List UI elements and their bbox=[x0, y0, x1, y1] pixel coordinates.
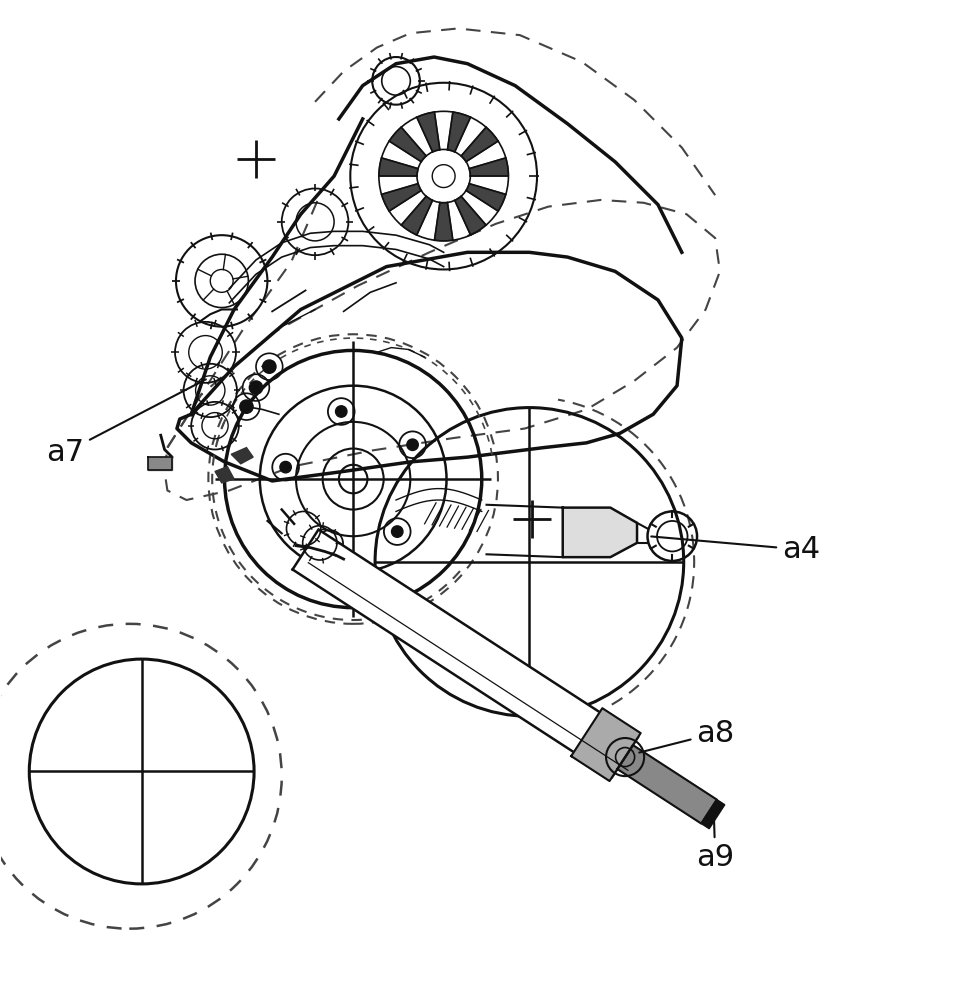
Polygon shape bbox=[381, 184, 421, 211]
Circle shape bbox=[239, 400, 253, 413]
Polygon shape bbox=[617, 745, 716, 824]
Polygon shape bbox=[562, 508, 637, 557]
Circle shape bbox=[406, 439, 417, 450]
Text: a9: a9 bbox=[696, 812, 734, 872]
Circle shape bbox=[262, 360, 275, 373]
Polygon shape bbox=[149, 457, 172, 470]
Polygon shape bbox=[469, 158, 508, 176]
Polygon shape bbox=[455, 196, 486, 235]
Polygon shape bbox=[416, 112, 439, 152]
Circle shape bbox=[335, 406, 347, 417]
Polygon shape bbox=[700, 800, 724, 829]
Polygon shape bbox=[378, 158, 417, 176]
Polygon shape bbox=[460, 127, 497, 162]
Circle shape bbox=[249, 381, 262, 394]
Polygon shape bbox=[231, 448, 253, 464]
Polygon shape bbox=[571, 708, 640, 781]
Polygon shape bbox=[434, 203, 453, 241]
Circle shape bbox=[391, 526, 402, 537]
Circle shape bbox=[279, 461, 291, 473]
Text: a4: a4 bbox=[651, 535, 819, 564]
Polygon shape bbox=[401, 196, 432, 235]
Polygon shape bbox=[214, 467, 233, 483]
Polygon shape bbox=[447, 112, 470, 152]
Polygon shape bbox=[293, 530, 638, 777]
Text: a8: a8 bbox=[639, 719, 734, 753]
Polygon shape bbox=[389, 127, 426, 162]
Circle shape bbox=[324, 538, 335, 549]
Polygon shape bbox=[466, 184, 505, 211]
Text: a7: a7 bbox=[47, 379, 206, 467]
